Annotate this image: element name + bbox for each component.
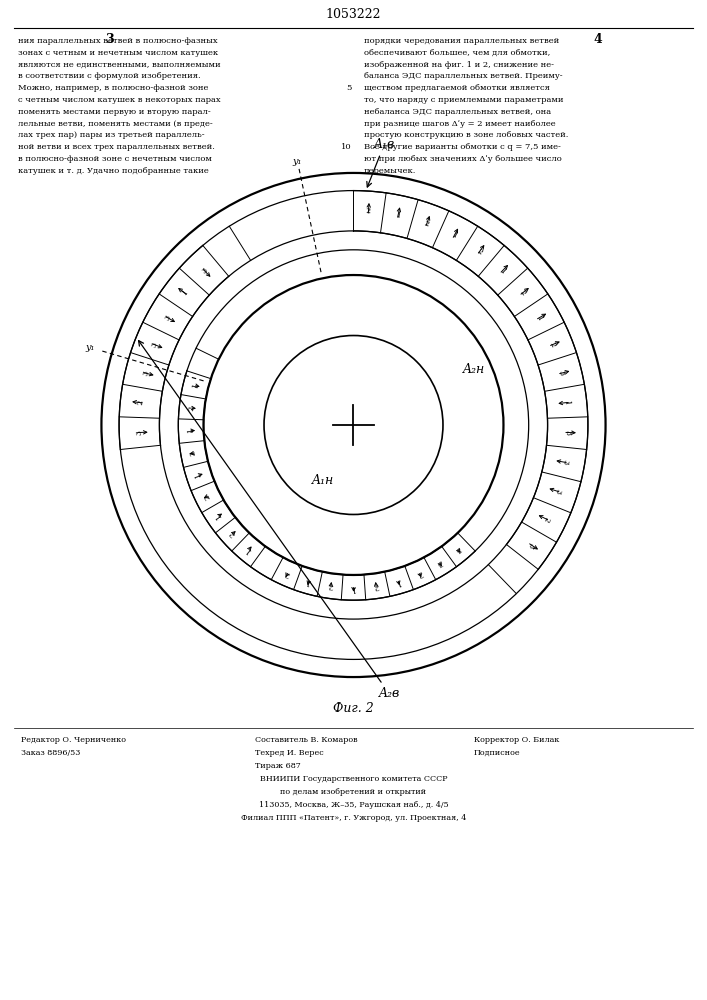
Text: 113035, Москва, Ж–35, Раушская наб., д. 4/5: 113035, Москва, Ж–35, Раушская наб., д. … [259,801,448,809]
Text: 1: 1 [192,382,200,389]
Text: 2: 2 [542,515,551,523]
Text: 2: 2 [136,400,145,405]
Text: y₁: y₁ [293,157,302,166]
Text: 2: 2 [366,207,371,215]
Text: 2: 2 [475,247,484,256]
Text: Фиг. 2: Фиг. 2 [333,702,374,715]
Text: y₁: y₁ [86,343,95,352]
Text: ния параллельных ветвей в полюсно-фазных: ния параллельных ветвей в полюсно-фазных [18,37,217,45]
Text: 10: 10 [341,143,352,151]
Text: 1053222: 1053222 [326,8,381,21]
Text: 2: 2 [328,582,334,590]
Text: 2: 2 [423,219,431,228]
Text: 3: 3 [453,545,462,554]
Text: Техред И. Верес: Техред И. Верес [255,749,323,757]
Text: по делам изобретений и открытий: по делам изобретений и открытий [281,788,426,796]
Text: A₂в: A₂в [139,341,400,700]
Text: Все другие варианты обмотки с q = 7,5 име-: Все другие варианты обмотки с q = 7,5 им… [364,143,561,151]
Text: 1: 1 [194,472,204,479]
Text: 3: 3 [163,314,173,322]
Text: 1: 1 [187,428,195,433]
Text: Тираж 687: Тираж 687 [255,762,300,770]
Text: 3: 3 [135,430,144,435]
Text: 2: 2 [203,492,212,500]
Text: 1: 1 [180,289,189,297]
Text: 2: 2 [518,289,527,297]
Text: A₁в: A₁в [367,138,395,187]
Text: зонах с четным и нечетным числом катушек: зонах с четным и нечетным числом катушек [18,49,218,57]
Text: являются не единственными, выполняемыми: являются не единственными, выполняемыми [18,61,221,69]
Text: 1: 1 [498,266,507,275]
Text: Редактор О. Черниченко: Редактор О. Черниченко [21,736,127,744]
Text: 2: 2 [547,341,557,348]
Text: изображенной на фиг. 1 и 2, снижение не-: изображенной на фиг. 1 и 2, снижение не- [364,61,554,69]
Text: ВНИИПИ Государственного комитета СССР: ВНИИПИ Государственного комитета СССР [259,775,448,783]
Text: Корректор О. Билак: Корректор О. Билак [474,736,559,744]
Text: 2: 2 [416,569,423,578]
Text: катушек и т. д. Удачно подобранные такие: катушек и т. д. Удачно подобранные такие [18,167,209,175]
Text: Заказ 8896/53: Заказ 8896/53 [21,749,81,757]
Text: 1: 1 [305,577,312,586]
Text: то, что наряду с приемлемыми параметрами: то, что наряду с приемлемыми параметрами [364,96,563,104]
Text: A₂н: A₂н [463,363,486,376]
Text: при разнице шагов Δʹу = 2 имеет наиболее: при разнице шагов Δʹу = 2 имеет наиболее [364,120,556,128]
Text: Подписное: Подписное [474,749,520,757]
Text: 2: 2 [373,582,379,590]
Text: 3: 3 [436,558,444,568]
Text: 3: 3 [557,370,566,377]
Text: 3: 3 [200,266,209,275]
Text: обеспечивают большее, чем для обмотки,: обеспечивают большее, чем для обмотки, [364,49,550,57]
Text: 1: 1 [245,545,253,554]
Text: A₁н: A₁н [312,474,334,487]
Text: лельные ветви, поменять местами (в преде-: лельные ветви, поменять местами (в преде… [18,120,212,128]
Text: Филиал ППП «Патент», г. Ужгород, ул. Проектная, 4: Филиал ППП «Патент», г. Ужгород, ул. Про… [241,814,466,822]
Text: 1: 1 [395,577,402,586]
Text: лах трех пар) пары из третьей параллель-: лах трех пар) пары из третьей параллель- [18,131,204,139]
Text: небаланса ЭДС параллельных ветвей, она: небаланса ЭДС параллельных ветвей, она [364,108,551,116]
Text: с четным числом катушек в некоторых парах: с четным числом катушек в некоторых пара… [18,96,221,104]
Text: 4: 4 [593,33,602,46]
Text: простую конструкцию в зоне лобовых частей.: простую конструкцию в зоне лобовых часте… [364,131,568,139]
Text: 2: 2 [284,569,291,578]
Text: 5: 5 [346,84,352,92]
Text: ной ветви и всех трех параллельных ветвей.: ной ветви и всех трех параллельных ветве… [18,143,214,151]
Text: 1: 1 [214,512,223,520]
Text: 2: 2 [228,529,238,538]
Text: Можно, например, в полюсно-фазной зоне: Можно, например, в полюсно-фазной зоне [18,84,208,92]
Text: 1: 1 [534,314,544,322]
Text: 1: 1 [562,400,571,405]
Text: в соответствии с формулой изобретения.: в соответствии с формулой изобретения. [18,72,200,80]
Text: 1: 1 [450,231,458,241]
Text: 2: 2 [189,450,198,456]
Text: Составитель В. Комаров: Составитель В. Комаров [255,736,357,744]
Text: 3: 3 [553,488,562,495]
Text: ществом предлагаемой обмотки является: ществом предлагаемой обмотки является [364,84,550,92]
Text: 3: 3 [563,430,572,435]
Text: порядки чередования параллельных ветвей: порядки чередования параллельных ветвей [364,37,559,45]
Text: 1: 1 [395,211,402,220]
Text: 3: 3 [527,540,536,549]
Text: ют при любых значениях Δʹу большее число: ют при любых значениях Δʹу большее число [364,155,562,163]
Text: 3: 3 [105,33,114,46]
Text: перемычек.: перемычек. [364,167,416,175]
Text: 1: 1 [351,584,356,592]
Text: 2: 2 [187,405,196,411]
Text: 3: 3 [141,370,150,377]
Text: баланса ЭДС параллельных ветвей. Преиму-: баланса ЭДС параллельных ветвей. Преиму- [364,72,563,80]
Text: поменять местами первую и вторую парал-: поменять местами первую и вторую парал- [18,108,211,116]
Text: 3: 3 [150,341,160,349]
Text: в полюсно-фазной зоне с нечетным числом: в полюсно-фазной зоне с нечетным числом [18,155,211,163]
Text: 3: 3 [560,459,569,465]
